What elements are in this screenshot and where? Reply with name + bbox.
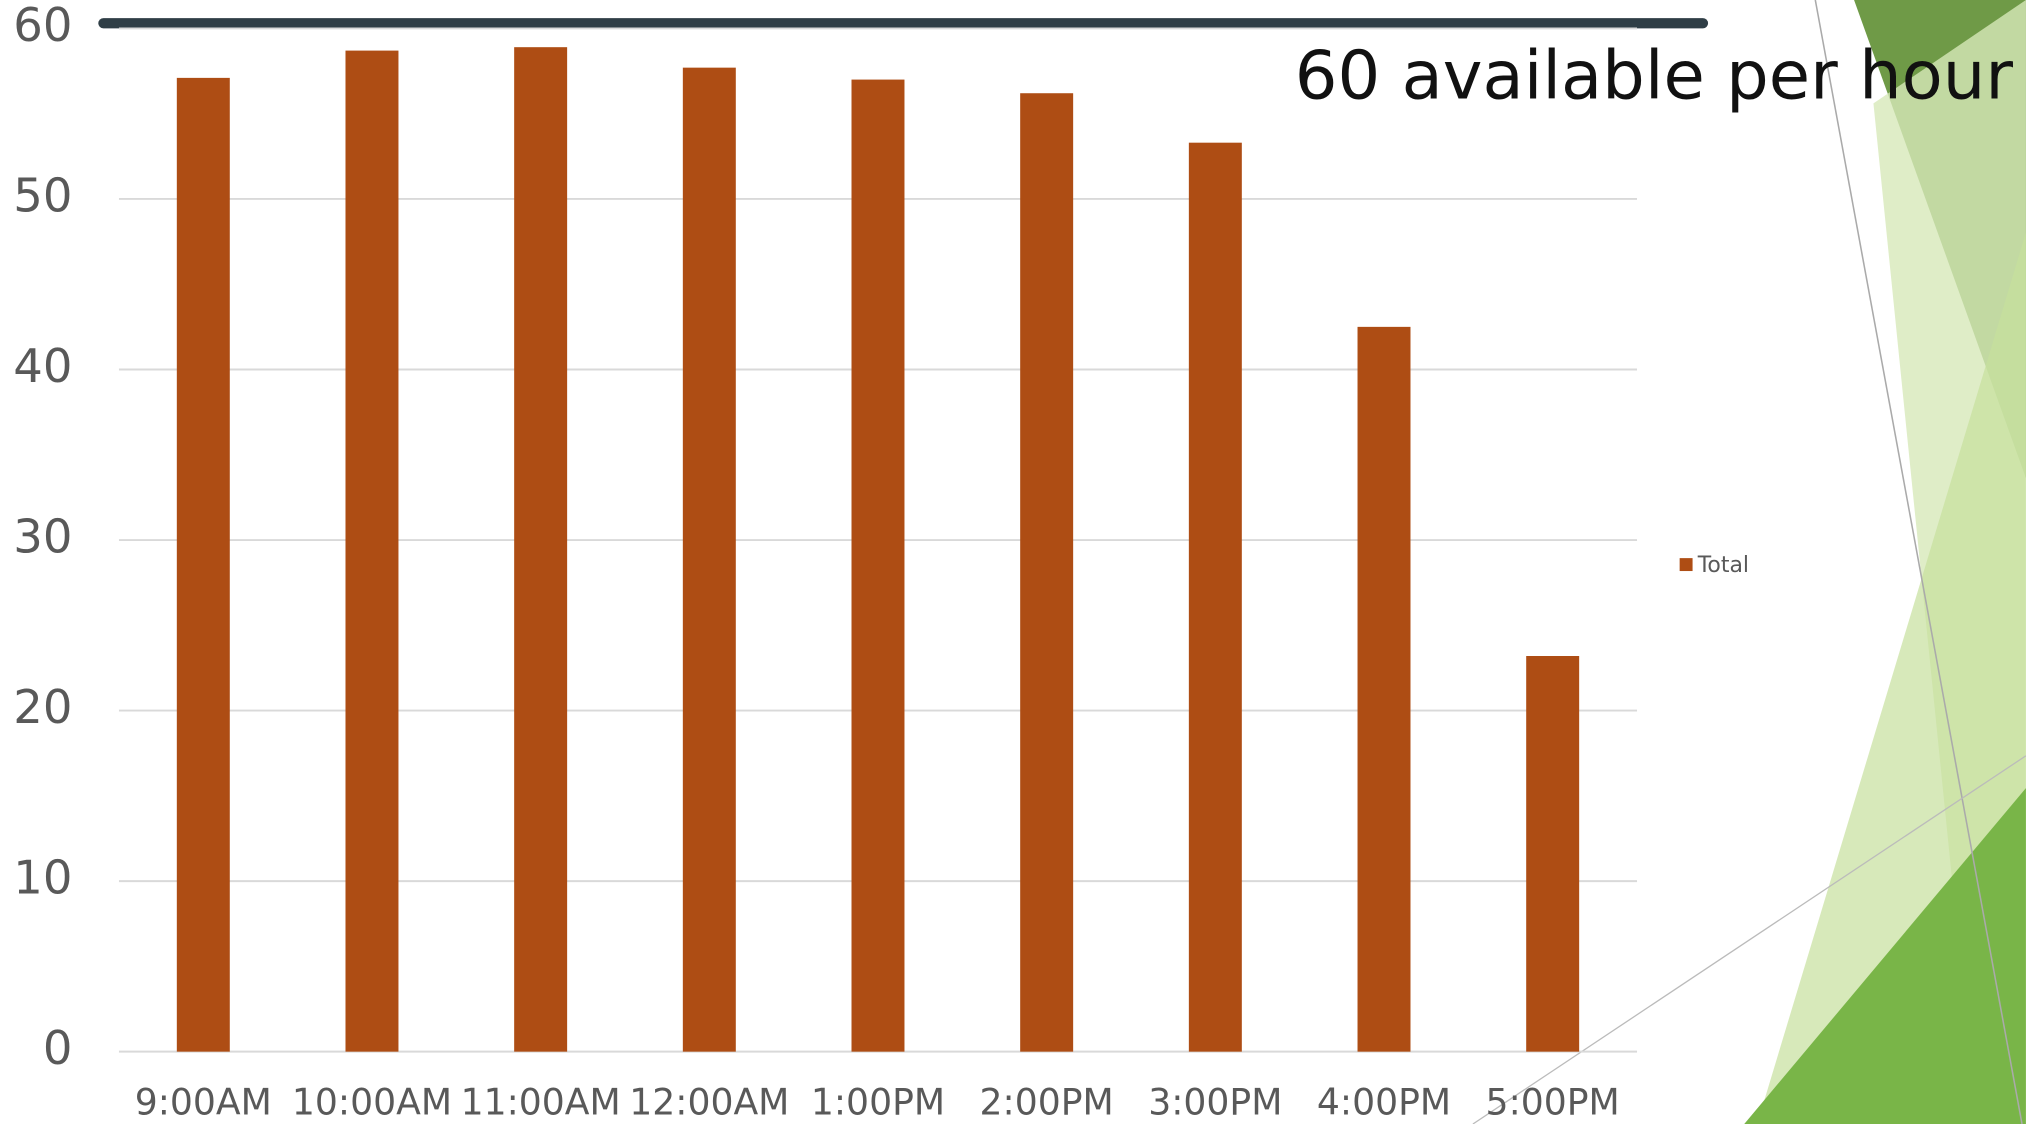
x-tick-label: 1:00PM	[811, 1081, 945, 1124]
bar	[1188, 142, 1242, 1052]
x-tick-label: 11:00AM	[461, 1081, 621, 1124]
bar	[1020, 93, 1074, 1052]
x-tick-label: 3:00PM	[1148, 1081, 1282, 1124]
x-tick-label: 12:00AM	[629, 1081, 789, 1124]
y-tick-label: 20	[13, 680, 72, 734]
x-tick-label: 5:00PM	[1486, 1081, 1620, 1124]
x-tick-label: 9:00AM	[135, 1081, 272, 1124]
y-tick-label: 0	[43, 1021, 73, 1075]
bar	[514, 47, 568, 1052]
x-tick-label: 4:00PM	[1317, 1081, 1451, 1124]
y-tick-label: 60	[13, 0, 72, 52]
y-tick-label: 30	[13, 510, 72, 564]
bar	[1357, 326, 1411, 1052]
legend-swatch	[1679, 558, 1693, 572]
legend-label: Total	[1697, 553, 1749, 578]
x-tick-label: 10:00AM	[292, 1081, 452, 1124]
bar	[345, 50, 399, 1052]
bar	[682, 67, 736, 1052]
bar	[851, 79, 905, 1052]
x-tick-label: 2:00PM	[980, 1081, 1114, 1124]
plot: 0 10 20 30 40 50 60 9:00AM 10:00AM 11:00AM 12:00AM…	[13, 0, 1749, 1124]
y-tick-label: 40	[13, 339, 72, 393]
bar	[176, 77, 230, 1052]
y-tick-label: 10	[13, 851, 72, 905]
y-tick-label: 50	[13, 168, 72, 222]
decoration	[1472, 0, 2026, 1124]
bar	[1526, 656, 1580, 1052]
annotation: 60 available per hour	[1295, 37, 2014, 115]
